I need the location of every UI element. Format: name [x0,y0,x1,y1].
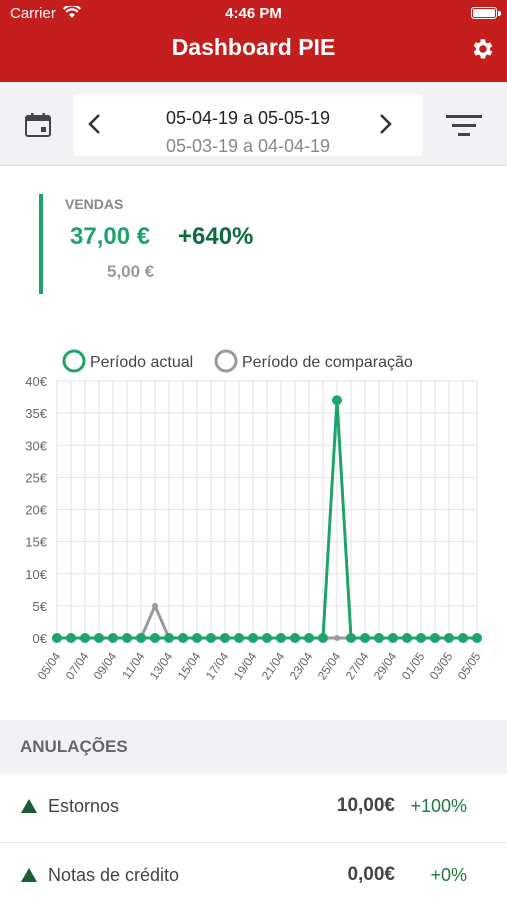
x-tick-label: 19/04 [231,649,260,682]
current-series-point [192,633,202,643]
current-series-point [346,633,356,643]
carrier-label: Carrier [10,4,82,22]
y-tick-label: 5€ [33,599,48,614]
legend-comparison-label: Período de comparação [242,354,413,371]
row-change: +0% [430,865,467,885]
comparison-series-point [334,635,340,641]
current-date-range: 05-04-19 a 05-05-19 [165,108,331,128]
x-tick-label: 05/04 [35,649,64,682]
page-title: Dashboard PIE [171,34,336,60]
legend-current-label: Período actual [90,354,193,371]
date-range-selector[interactable]: 05-04-19 a 05-05-19 05-03-19 a 04-04-19 [73,94,423,156]
current-series-point [430,633,440,643]
y-tick-label: 30€ [25,438,47,453]
x-tick-label: 15/04 [175,649,204,682]
kpi-previous-value: 5,00 € [107,262,155,281]
current-series-point [262,633,272,643]
y-tick-label: 0€ [33,631,48,646]
y-tick-label: 15€ [25,535,47,550]
current-series-point [150,633,160,643]
arrow-up-icon [21,868,37,882]
current-series-point [388,633,398,643]
arrow-up-icon [21,799,37,813]
current-series-point [164,633,174,643]
legend-comparison-marker [214,349,238,373]
current-series-point [360,633,370,643]
date-range-bar: 05-04-19 a 05-05-19 05-03-19 a 04-04-19 [0,82,507,166]
current-series-point [122,633,132,643]
x-tick-label: 13/04 [147,649,176,682]
x-tick-label: 11/04 [119,649,147,681]
current-series-point [276,633,286,643]
x-tick-label: 21/04 [259,649,288,682]
annulments-title: ANULAÇÕES [20,737,128,756]
annulments-header: ANULAÇÕES [0,720,507,774]
row-amount: 10,00€ [336,795,395,816]
current-series-point [108,633,118,643]
sales-kpi-card: VENDAS 37,00 € +640% 5,00 € [0,166,507,316]
kpi-label: VENDAS [65,196,124,212]
sales-line-chart: Período actual Período de comparação 0€ 5€ 1… [25,349,484,682]
row-label: Estornos [48,796,120,816]
list-item-notas-credito[interactable]: Notas de crédito 0,00€ +0% [0,842,507,908]
current-series-point [318,633,328,643]
calendar-icon[interactable] [24,112,52,138]
y-tick-label: 40€ [25,374,47,389]
current-series-point [402,633,412,643]
x-tick-label: 01/05 [399,649,428,682]
wifi-icon [63,4,82,18]
battery-icon [471,7,497,19]
comparison-series-point [152,602,158,609]
filter-icon[interactable] [445,112,483,138]
current-series-point [178,633,188,643]
current-series-point [234,633,244,643]
y-tick-label: 25€ [25,470,47,485]
current-series-point [444,633,454,643]
current-series-point [416,633,426,643]
current-series-point [80,633,90,643]
row-amount: 0,00€ [347,864,395,885]
current-series-point [332,395,342,406]
x-tick-label: 25/04 [315,649,344,682]
gear-icon[interactable] [469,36,495,62]
x-tick-label: 17/04 [203,649,232,682]
x-tick-label: 03/05 [427,649,456,682]
current-series-point [66,633,76,643]
header-bar: Carrier 4:46 PM Dashboard PIE [0,0,507,82]
current-series-point [458,633,468,643]
comparison-date-range: 05-03-19 a 04-04-19 [165,136,331,156]
chevron-left-icon[interactable] [85,112,105,136]
x-tick-label: 29/04 [371,649,400,682]
y-tick-label: 35€ [25,406,47,421]
current-series-point [206,633,216,643]
x-tick-label: 07/04 [63,649,92,682]
kpi-value: 37,00 € [70,223,151,250]
current-series-point [304,633,314,643]
current-series-point [52,633,62,643]
row-change: +100% [410,796,467,816]
kpi-change: +640% [178,223,254,250]
x-tick-label: 27/04 [343,649,372,682]
chevron-right-icon[interactable] [375,112,395,136]
kpi-accent-bar [39,194,43,294]
y-tick-label: 20€ [25,503,47,518]
y-tick-label: 10€ [25,567,47,582]
list-item-estornos[interactable]: Estornos 10,00€ +100% [0,774,507,840]
status-bar: Carrier 4:46 PM [0,0,507,26]
current-series-point [374,633,384,643]
x-tick-label: 23/04 [287,649,316,682]
current-series-point [290,633,300,643]
x-tick-label: 05/05 [455,649,484,682]
current-series-point [136,633,146,643]
current-series-point [220,633,230,643]
sales-chart: Período actual Período de comparação 0€ 5€ 1… [0,340,507,720]
row-label: Notas de crédito [48,865,180,885]
legend-current-marker [62,349,86,373]
x-tick-label: 09/04 [91,649,120,682]
status-time: 4:46 PM [225,5,282,22]
current-series-point [248,633,258,643]
current-series-point [94,633,104,643]
current-series-point [472,633,482,643]
